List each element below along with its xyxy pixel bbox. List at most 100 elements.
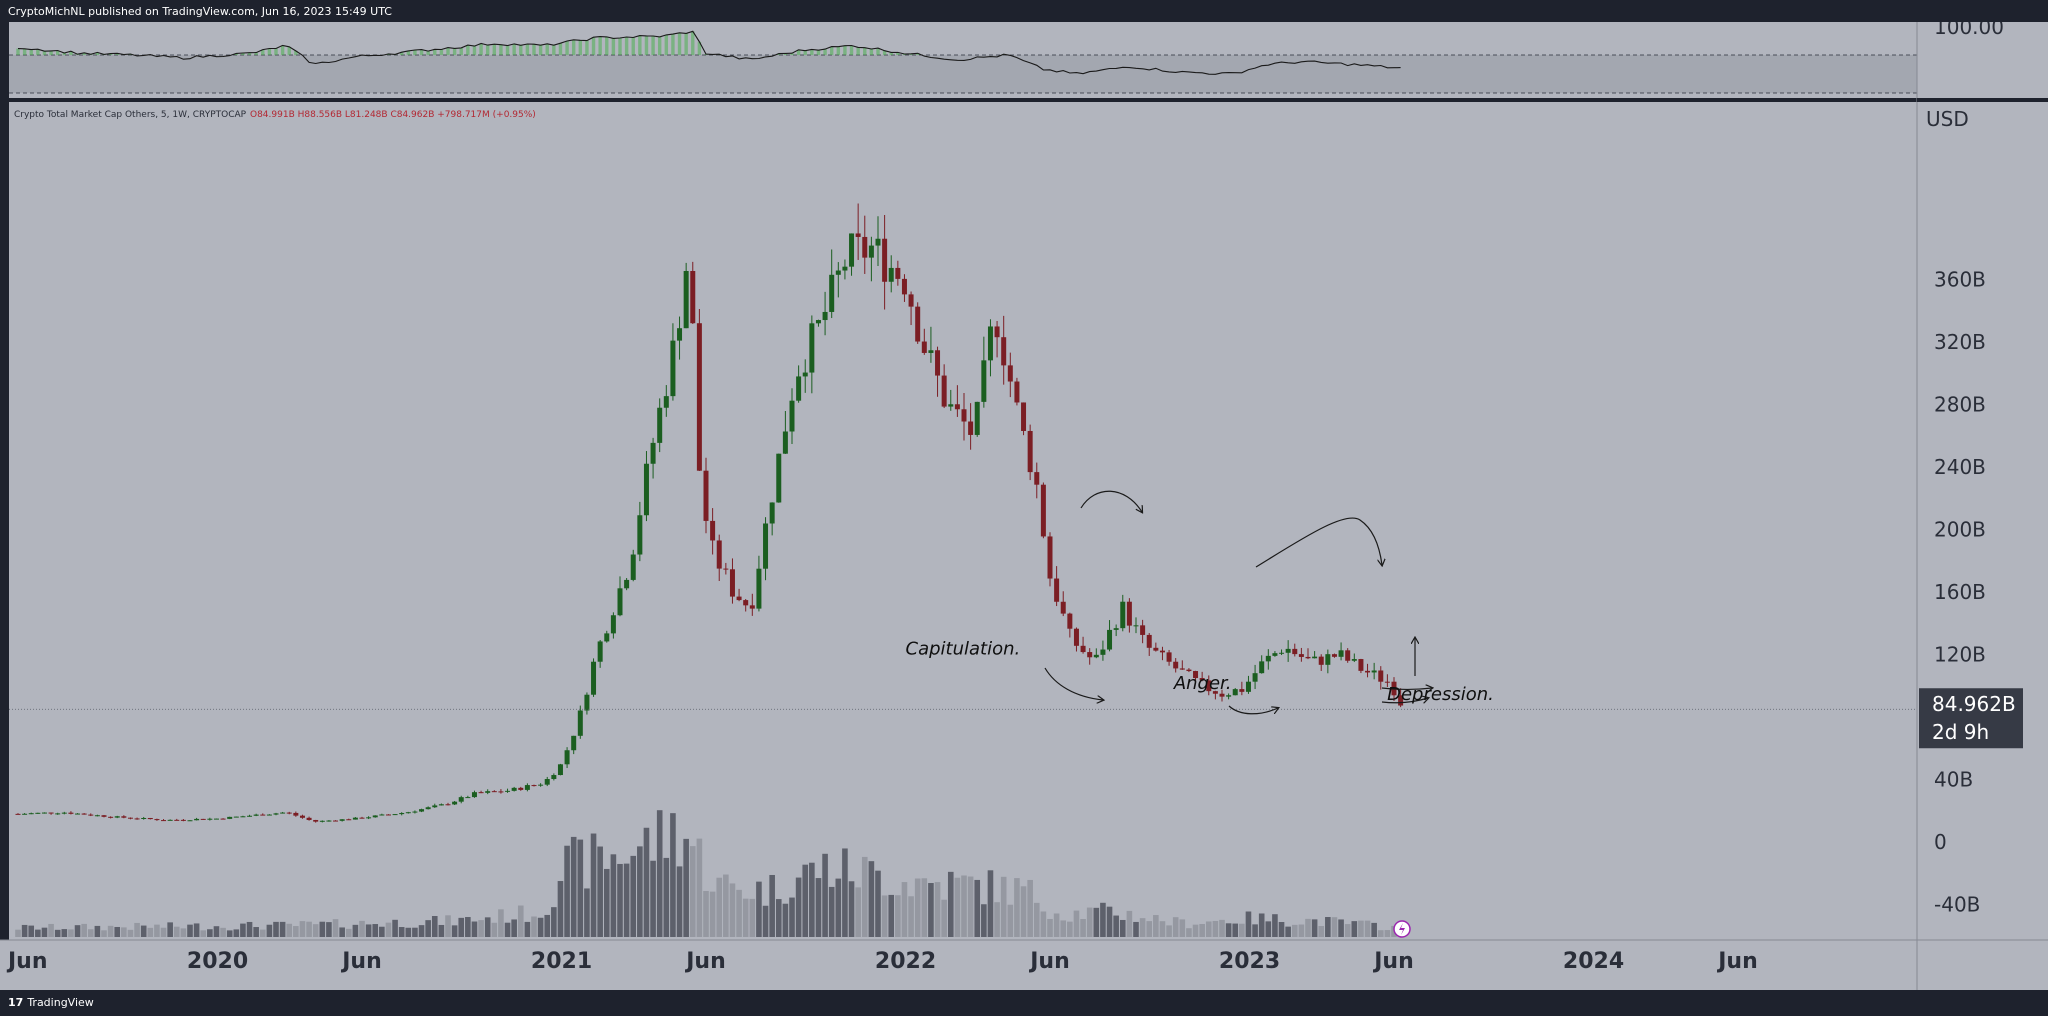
candle	[941, 364, 947, 409]
legend-symbol[interactable]: Crypto Total Market Cap Others, 5, 1W, C…	[14, 110, 247, 120]
volume-bar	[1179, 919, 1186, 937]
last-price-badge-bg	[1919, 688, 2023, 749]
drawing-arrow-5[interactable]	[1381, 698, 1428, 703]
time-axis[interactable]	[0, 940, 2048, 990]
candle	[1245, 675, 1251, 694]
drawing-arrow-2[interactable]	[1255, 517, 1382, 568]
annotation-text[interactable]: Depression.	[1387, 684, 1494, 705]
volume-bar	[577, 839, 584, 937]
volume-bar	[650, 860, 656, 937]
candle	[1358, 658, 1364, 674]
annotation-text[interactable]: Capitulation.	[906, 639, 1021, 660]
volume-bar	[1086, 907, 1093, 937]
candle	[524, 783, 530, 792]
volume-bar	[597, 846, 603, 937]
price-tick-label: 280B	[1934, 393, 1986, 417]
candle	[485, 789, 491, 795]
candle	[1179, 660, 1185, 670]
tradingview-logo[interactable]: 17 TradingView	[8, 996, 94, 1009]
candle	[723, 562, 729, 575]
volume-bar	[1358, 920, 1364, 937]
candle	[597, 640, 603, 668]
volume-bar	[511, 919, 517, 937]
candle	[571, 735, 577, 755]
volume-bar	[35, 929, 41, 937]
candle	[743, 598, 749, 612]
volume-bar	[835, 878, 842, 937]
volume-bar	[1060, 920, 1067, 937]
volume-bar	[703, 890, 709, 937]
candle	[1001, 315, 1007, 385]
candle	[617, 576, 623, 617]
candle	[577, 705, 583, 739]
candle	[491, 790, 497, 793]
drawing-arrow-1[interactable]	[1080, 490, 1142, 512]
volume-bar	[795, 877, 802, 937]
main-pane[interactable]	[9, 102, 1917, 940]
annotation-text[interactable]: Anger.	[1173, 673, 1232, 694]
bar-countdown: 2d 9h	[1932, 720, 1989, 744]
last-price-value: 84.962B	[1932, 692, 2016, 716]
volume-bar	[1252, 924, 1258, 937]
candle	[1060, 591, 1066, 617]
candle	[1133, 617, 1139, 634]
candle	[399, 812, 405, 816]
volume-bar	[584, 888, 590, 937]
candle	[187, 820, 193, 822]
candle	[637, 501, 643, 562]
currency-label[interactable]: USD	[1926, 107, 1969, 131]
volume-bar	[656, 810, 663, 937]
volume-bar	[339, 927, 345, 937]
volume-bar	[87, 929, 94, 937]
candle	[690, 261, 696, 324]
candle	[471, 790, 477, 798]
volume-bar	[630, 855, 637, 937]
candle	[1093, 648, 1099, 659]
price-axis[interactable]	[1917, 22, 2048, 940]
volume-bar	[967, 876, 974, 937]
volume-bar	[762, 905, 769, 937]
candle	[776, 453, 782, 503]
candle	[465, 795, 471, 799]
drawing-arrow-3[interactable]	[1044, 667, 1103, 700]
candle	[935, 346, 941, 397]
time-tick-label: 2020	[187, 949, 248, 974]
volume-bar	[934, 882, 941, 937]
volume-bar	[1067, 921, 1073, 937]
volume-bar	[498, 909, 504, 937]
volume-bar	[1040, 911, 1047, 937]
volume-bar	[617, 863, 623, 937]
pane-separator[interactable]	[0, 98, 1917, 102]
axis-separator	[1917, 98, 2048, 102]
candle	[835, 262, 841, 298]
price-tick-label: 0	[1934, 830, 1947, 854]
candle	[48, 812, 54, 815]
candle	[862, 215, 868, 274]
volume-bar	[921, 878, 928, 937]
candle	[610, 612, 616, 639]
time-tick-label: 2023	[1219, 949, 1280, 974]
bolt-icon[interactable]	[1393, 920, 1411, 938]
candle	[1279, 649, 1285, 656]
drawing-arrow-4[interactable]	[1228, 705, 1278, 715]
time-ticks: Jun 2020 Jun 2021 Jun 2022 Jun 2023 Jun 2024 Jun	[6, 949, 1758, 974]
candle	[81, 813, 87, 815]
candle	[981, 336, 987, 408]
candle	[1080, 636, 1086, 654]
volume-bar	[226, 930, 233, 937]
candle	[1345, 648, 1351, 663]
volume-bar	[1014, 878, 1020, 937]
candle	[412, 810, 418, 814]
candle	[1173, 658, 1179, 673]
candle	[1021, 402, 1027, 436]
candle	[749, 593, 755, 616]
drawing-arrow-6[interactable]	[1381, 688, 1432, 690]
candle	[55, 812, 61, 815]
drawing-arrows[interactable]	[1044, 490, 1432, 715]
volume-bar	[81, 923, 87, 937]
volume-bar	[147, 927, 154, 937]
volume-bar	[1053, 913, 1060, 937]
candle	[1259, 655, 1265, 674]
candle	[28, 812, 34, 815]
